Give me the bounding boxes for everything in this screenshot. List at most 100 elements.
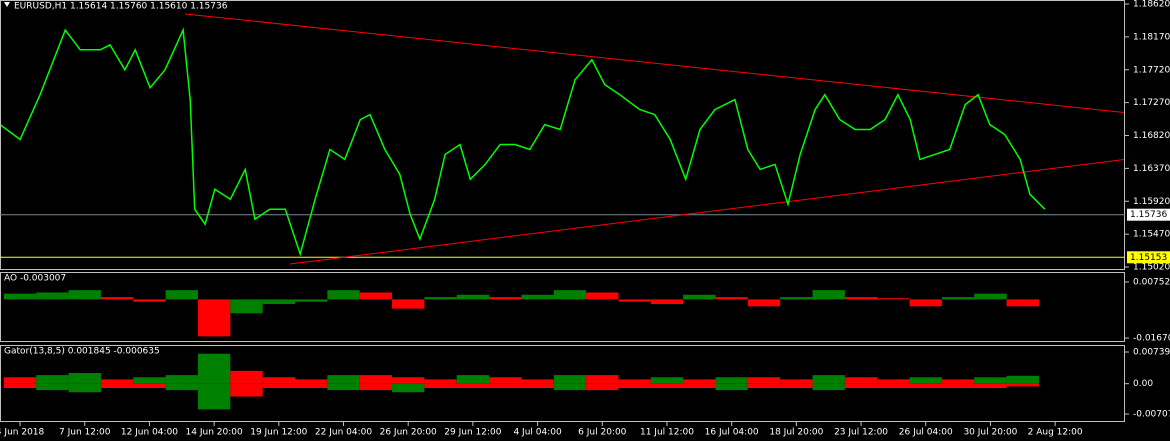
gator-bar xyxy=(262,377,295,384)
gator-bar xyxy=(747,377,781,384)
ao-bar xyxy=(230,299,263,314)
ao-bar xyxy=(424,297,457,300)
gator-bar xyxy=(1006,383,1039,387)
x-tick-label: 30 Jul 20:00 xyxy=(963,428,1017,438)
gator-bar xyxy=(909,383,942,388)
y-tick-label: 0.00 xyxy=(1133,379,1153,389)
gator-bar xyxy=(650,377,684,384)
gator-bar xyxy=(618,379,651,384)
gator-bar xyxy=(36,375,69,384)
menu-arrow xyxy=(4,2,10,7)
ao-bar xyxy=(392,299,425,309)
ao-bar xyxy=(165,290,198,300)
gator-bar xyxy=(100,383,134,388)
ao-bar xyxy=(780,297,813,300)
x-tick-label: 19 Jun 12:00 xyxy=(250,428,307,438)
gator-bar xyxy=(877,383,910,388)
price-label: 1.15736 xyxy=(1130,210,1167,220)
gator-bar xyxy=(586,383,619,391)
x-tick-label: 14 Jun 20:00 xyxy=(186,428,243,438)
x-tick-label: 16 Jul 04:00 xyxy=(705,428,759,438)
ao-bar xyxy=(68,290,101,300)
ao-bar xyxy=(715,297,748,300)
gator-bar xyxy=(262,383,295,388)
gator-bar xyxy=(586,375,619,384)
ao-bar xyxy=(521,294,554,300)
ao-bar xyxy=(650,299,684,305)
ao-bar xyxy=(36,292,69,300)
x-tick-label: 18 Jul 20:00 xyxy=(769,428,823,438)
gator-bar xyxy=(844,377,878,384)
y-tick-label: 1.18170 xyxy=(1133,32,1170,42)
panel-title: EURUSD,H1 1.15614 1.15760 1.15610 1.1573… xyxy=(14,2,228,12)
ao-bar xyxy=(747,299,781,307)
gator-bar xyxy=(3,377,37,384)
gator-bar xyxy=(392,383,425,393)
gator-bar xyxy=(650,383,684,388)
gator-bar xyxy=(327,375,360,384)
gator-bar xyxy=(68,383,101,393)
ao-bar xyxy=(100,297,134,300)
trendline xyxy=(184,13,1124,113)
ao-bar xyxy=(812,290,845,300)
panel-title: Gator(13,8,5) 0.001845 -0.000635 xyxy=(4,347,160,357)
ao-bar xyxy=(974,293,1007,300)
y-tick-label: 0.007393 xyxy=(1133,348,1170,358)
gator-bar xyxy=(489,377,522,384)
gator-bar xyxy=(941,379,975,384)
gator-bar xyxy=(974,377,1007,384)
ao-bar xyxy=(359,292,393,300)
panel-title: AO -0.003007 xyxy=(4,274,66,284)
y-tick-label: 1.15020 xyxy=(1133,263,1170,273)
gator-bar xyxy=(844,383,878,388)
y-tick-label: -0.007073 xyxy=(1133,410,1170,420)
gator-bar xyxy=(683,379,716,384)
gator-bar xyxy=(909,377,942,384)
gator-bar xyxy=(133,383,166,388)
x-tick-label: 22 Jun 04:00 xyxy=(315,428,372,438)
ao-bar xyxy=(294,299,328,302)
gator-bar xyxy=(392,377,425,384)
y-tick-label: 1.16370 xyxy=(1133,164,1170,174)
gator-bar xyxy=(359,383,393,391)
y-tick-label: -0.016705 xyxy=(1133,333,1170,343)
x-tick-label: 7 Jun 12:00 xyxy=(59,428,111,438)
gator-bar xyxy=(165,383,198,391)
x-tick-label: 4 Jun 2018 xyxy=(0,428,45,438)
gator-bar xyxy=(359,375,393,384)
ao-bar xyxy=(586,292,619,300)
gator-bar xyxy=(456,375,490,384)
ao-bar xyxy=(3,293,37,300)
panel-frame xyxy=(0,272,1125,342)
gator-bar xyxy=(618,383,651,388)
ao-bar xyxy=(1006,299,1039,307)
gator-bar xyxy=(133,377,166,384)
x-tick-label: 11 Jul 12:00 xyxy=(640,428,694,438)
gator-bar xyxy=(941,383,975,388)
price-label-box xyxy=(1127,208,1170,221)
price-label: 1.15153 xyxy=(1130,253,1167,263)
x-tick-label: 29 Jun 12:00 xyxy=(444,428,501,438)
gator-bar xyxy=(489,383,522,388)
gator-bar xyxy=(424,379,457,384)
x-tick-label: 26 Jun 20:00 xyxy=(380,428,437,438)
gator-bar xyxy=(812,383,845,391)
y-tick-label: 1.15920 xyxy=(1133,197,1170,207)
gator-bar xyxy=(230,383,263,397)
ao-bar xyxy=(941,297,975,300)
y-tick-label: 1.15470 xyxy=(1133,230,1170,240)
ao-bar xyxy=(877,298,910,300)
y-tick-label: 1.16820 xyxy=(1133,131,1170,141)
gator-bar xyxy=(747,383,781,388)
ao-bar xyxy=(553,290,587,300)
gator-bar xyxy=(294,379,328,384)
gator-bar xyxy=(780,379,813,384)
panel-frame xyxy=(0,0,1125,270)
x-tick-label: 26 Jul 04:00 xyxy=(899,428,953,438)
gator-bar xyxy=(68,372,101,384)
panel-frame xyxy=(0,345,1125,422)
gator-bar xyxy=(197,353,231,384)
gator-bar xyxy=(812,375,845,384)
